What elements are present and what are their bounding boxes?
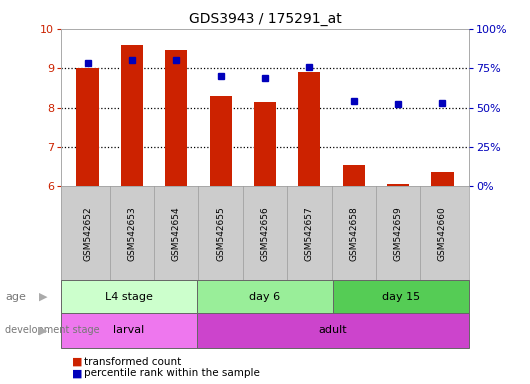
Text: GSM542660: GSM542660 (438, 206, 447, 261)
Bar (342, 165, 365, 186)
Bar (254, 102, 276, 186)
Text: larval: larval (113, 325, 145, 335)
Bar (298, 72, 321, 186)
Text: L4 stage: L4 stage (105, 291, 153, 302)
Text: age: age (5, 291, 26, 302)
Bar (61, 313, 197, 348)
Text: GDS3943 / 175291_at: GDS3943 / 175291_at (189, 12, 341, 25)
Text: GSM542653: GSM542653 (127, 206, 136, 261)
Bar (121, 45, 143, 186)
Text: day 15: day 15 (382, 291, 420, 302)
Bar (387, 184, 409, 186)
Bar (431, 172, 454, 186)
Bar (209, 96, 232, 186)
Bar (197, 313, 469, 348)
Text: day 6: day 6 (250, 291, 280, 302)
Text: GSM542658: GSM542658 (349, 206, 358, 261)
Text: GSM542659: GSM542659 (394, 206, 403, 261)
Bar (197, 280, 333, 313)
Text: GSM542654: GSM542654 (172, 206, 181, 261)
Text: percentile rank within the sample: percentile rank within the sample (84, 368, 260, 378)
Text: GSM542656: GSM542656 (261, 206, 269, 261)
Bar (333, 280, 469, 313)
Bar (76, 68, 99, 186)
Text: ■: ■ (72, 368, 82, 378)
Text: ▶: ▶ (39, 325, 48, 335)
Bar (61, 280, 197, 313)
Text: transformed count: transformed count (84, 357, 181, 367)
Text: development stage: development stage (5, 325, 100, 335)
Text: GSM542652: GSM542652 (83, 206, 92, 261)
Bar (165, 50, 188, 186)
Text: GSM542655: GSM542655 (216, 206, 225, 261)
Text: ▶: ▶ (39, 291, 48, 302)
Text: GSM542657: GSM542657 (305, 206, 314, 261)
Text: adult: adult (319, 325, 347, 335)
Text: ■: ■ (72, 357, 82, 367)
